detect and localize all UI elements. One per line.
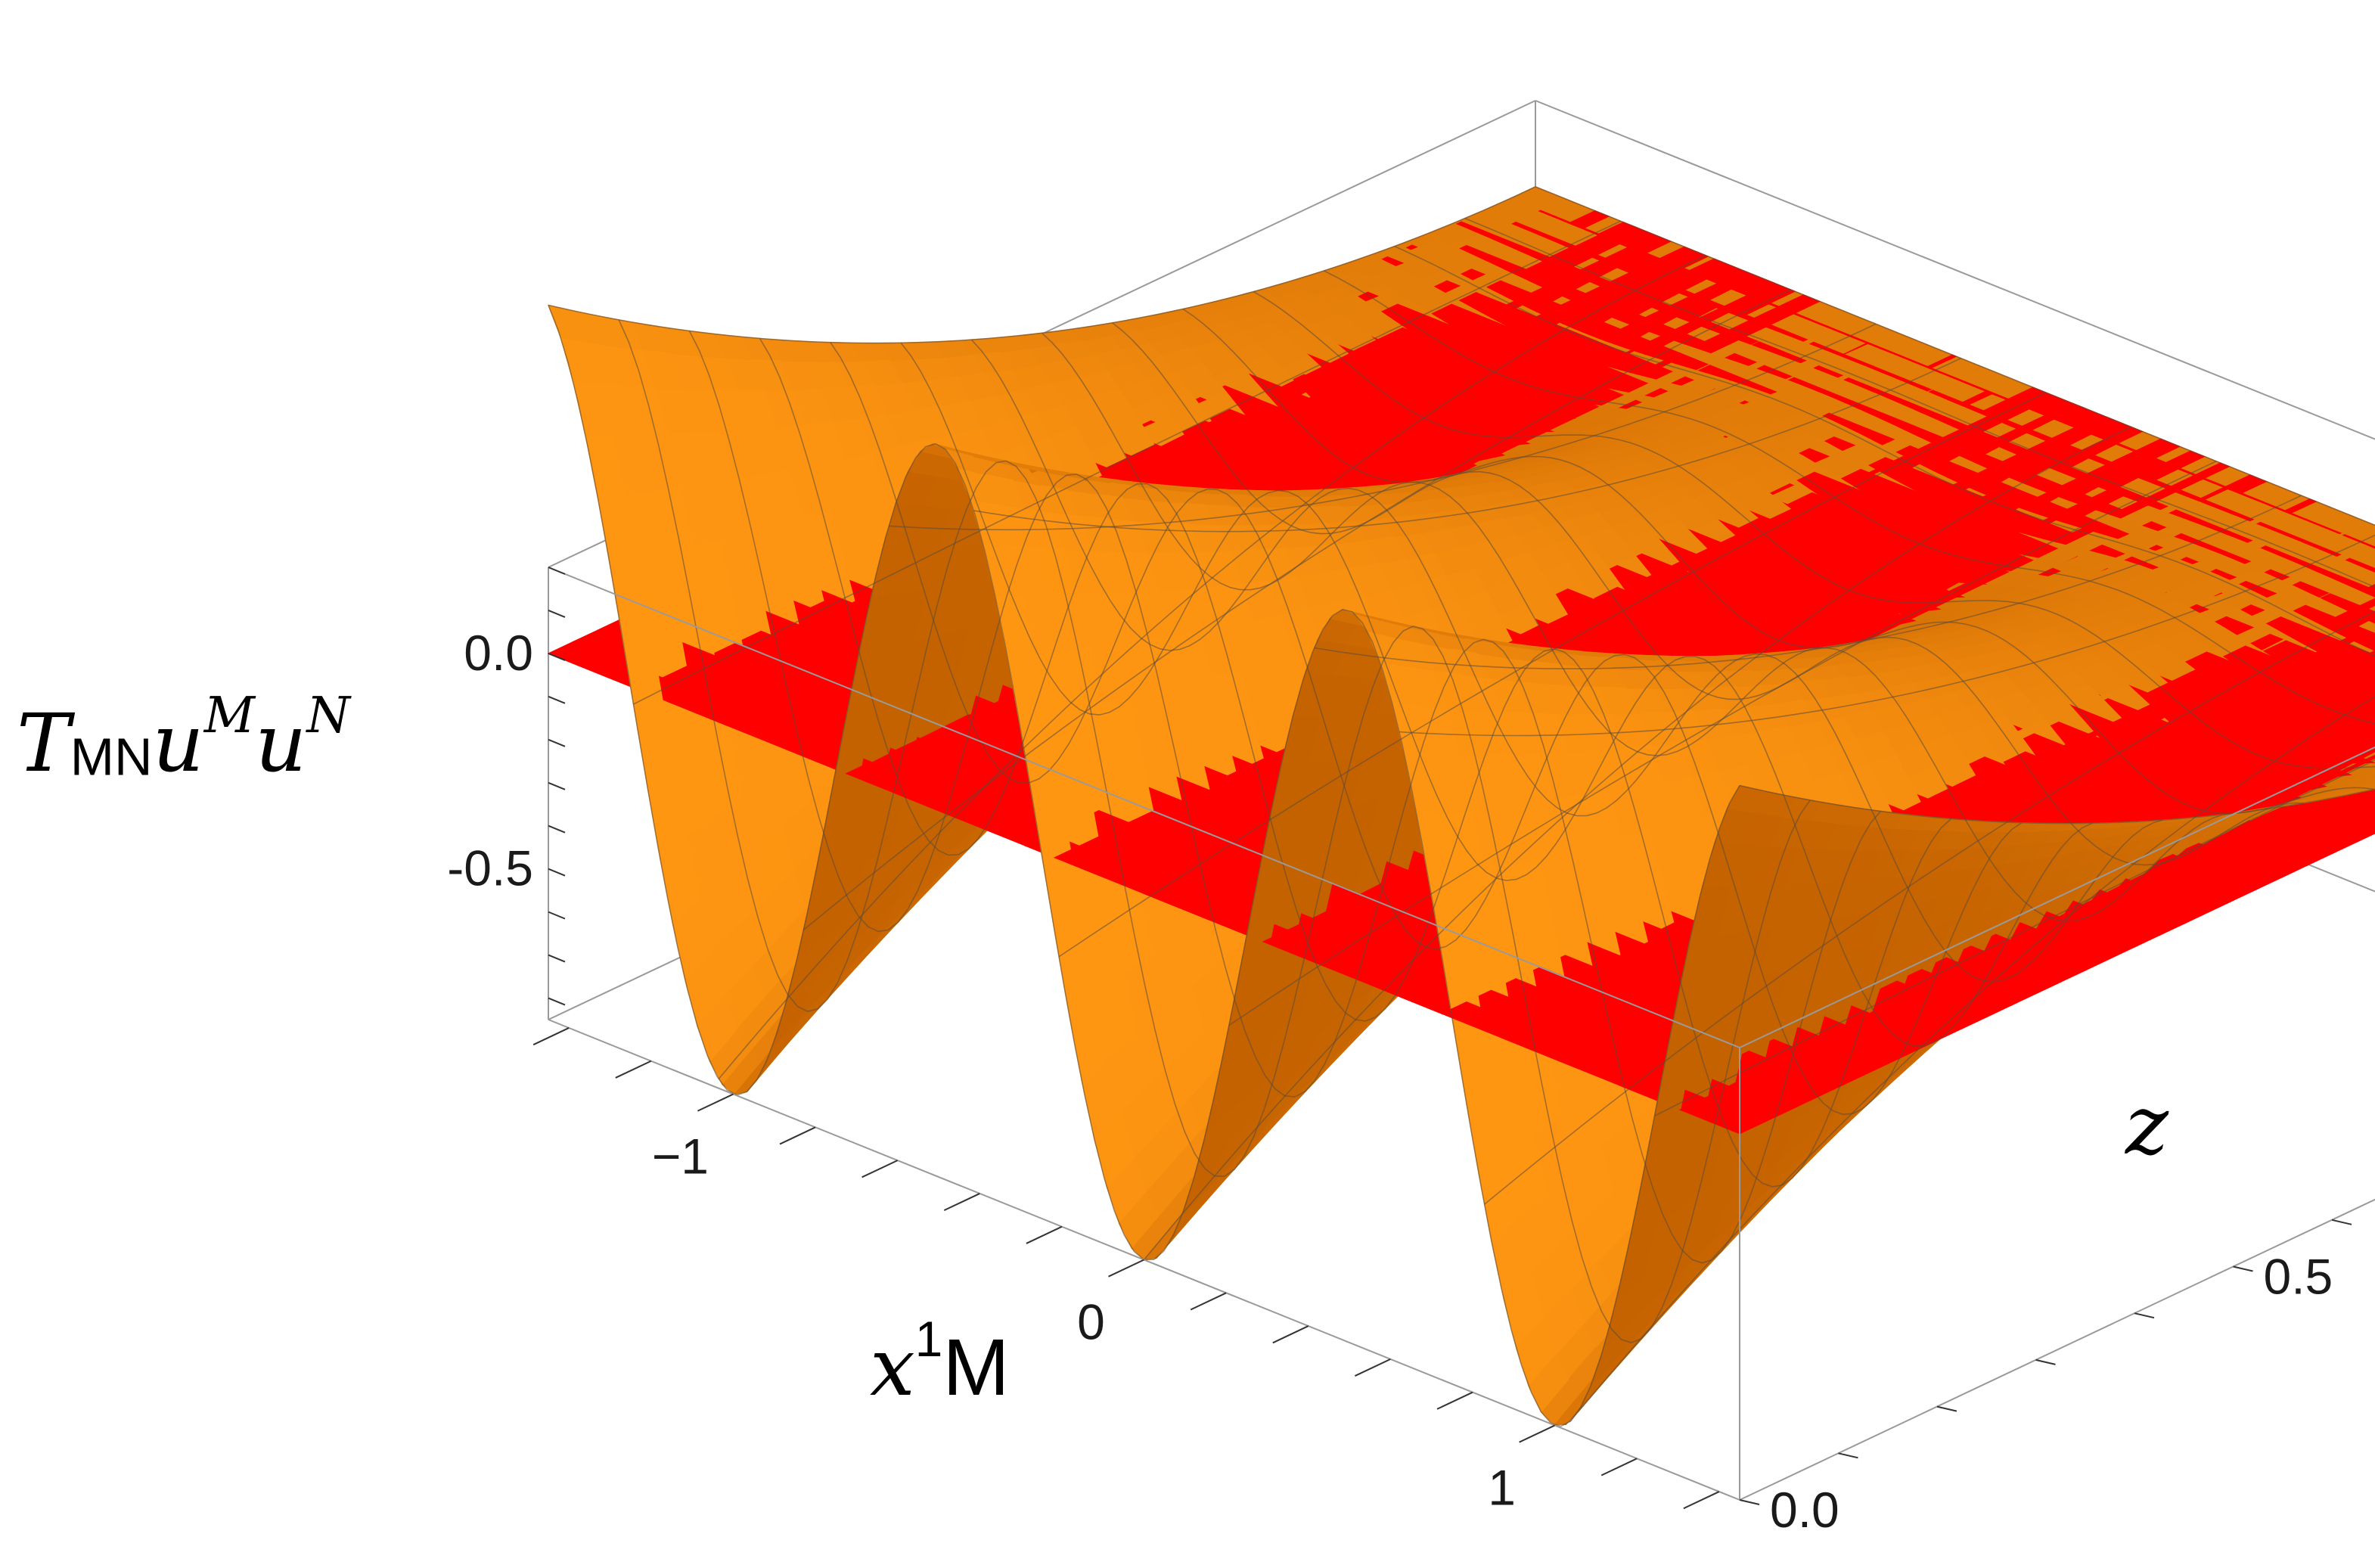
box-edge-back (1535, 100, 2375, 440)
plane-patch (2355, 702, 2375, 721)
plane-patch (2369, 650, 2375, 656)
plane-patch (2359, 728, 2375, 742)
surface-layer (547, 186, 2375, 1427)
